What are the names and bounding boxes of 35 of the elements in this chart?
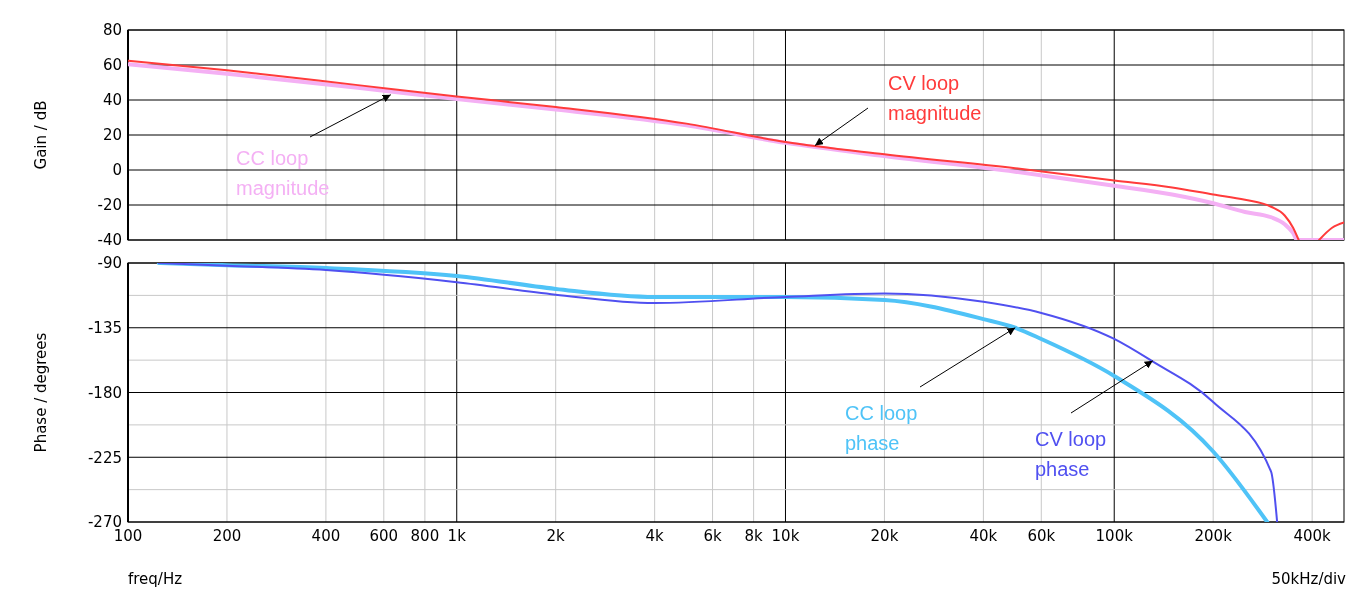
x-tick-label: 4k [645, 527, 665, 545]
x-tick-label: 800 [410, 527, 440, 545]
x-tick-label: 60k [1027, 527, 1056, 545]
y-tick-label: -180 [87, 383, 122, 402]
x-tick-label: 100k [1095, 527, 1134, 545]
y-axis-title: Gain / dB [32, 100, 50, 170]
annotation: CV loop magnitude [888, 72, 982, 124]
y-tick-label: 0 [112, 161, 122, 180]
y-tick-label: 80 [102, 21, 122, 40]
x-tick-label: 8k [744, 527, 764, 545]
y-tick-label: -225 [87, 448, 122, 467]
x-tick-label: 200 [212, 527, 242, 545]
x-tick-label: 600 [369, 527, 399, 545]
y-axis-title: Phase / degrees [32, 332, 50, 453]
y-tick-label: -135 [87, 319, 122, 337]
x-tick-label: 20k [870, 527, 899, 545]
x-tick-label: 1k [447, 527, 467, 545]
y-tick-label: -20 [97, 196, 122, 215]
annotation: CC loop magnitude [236, 147, 330, 199]
y-tick-label: 40 [102, 91, 122, 110]
x-tick-label: 6k [703, 527, 722, 545]
y-tick-label: -40 [97, 231, 122, 250]
y-tick-label: 60 [102, 56, 122, 75]
x-axis-title: freq/Hz [128, 570, 183, 588]
text: 50kHz/div [1271, 570, 1347, 588]
annotation: CC loop phase [845, 402, 918, 454]
x-tick-label: 400k [1293, 527, 1332, 545]
annotation: CV loop phase [1035, 428, 1107, 480]
y-tick-label: -90 [97, 254, 122, 273]
x-tick-label: 40k [969, 527, 998, 545]
y-tick-label: 20 [102, 126, 122, 145]
x-tick-label: 400 [311, 527, 341, 545]
x-tick-label: 2k [546, 527, 566, 545]
x-tick-label: 10k [771, 527, 800, 545]
x-tick-label: 200k [1194, 527, 1233, 545]
